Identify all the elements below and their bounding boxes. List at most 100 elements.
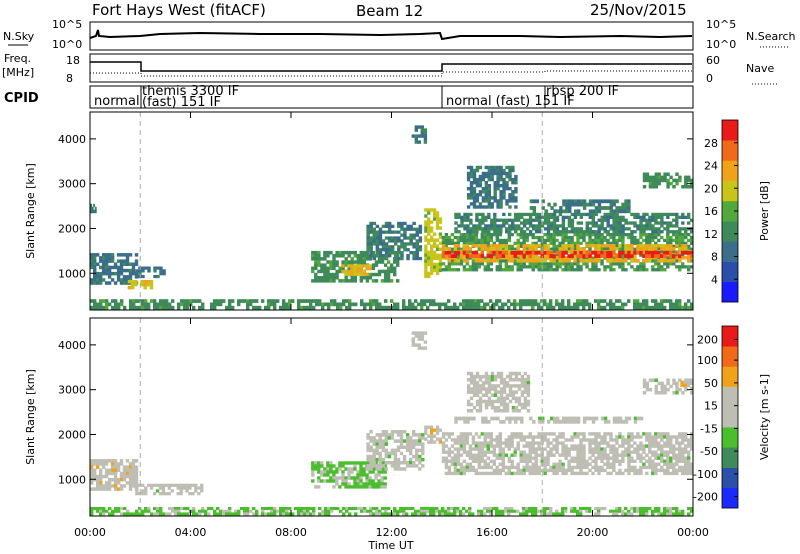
velocity-cell	[654, 438, 658, 442]
power-cell	[469, 168, 474, 173]
velocity-cell	[684, 444, 688, 448]
velocity-cell	[369, 457, 373, 462]
velocity-cell	[498, 456, 502, 460]
velocity-cell	[430, 437, 434, 441]
power-cell	[567, 265, 571, 269]
power-cell	[374, 279, 379, 283]
velocity-cell	[552, 453, 556, 457]
power-cell	[466, 218, 470, 222]
power-cell	[645, 244, 649, 248]
power-cell	[618, 244, 622, 248]
velocity-cell	[111, 509, 115, 513]
power-cell	[579, 215, 583, 219]
power-cell	[519, 265, 523, 269]
velocity-cell	[378, 457, 382, 462]
velocity-cell	[627, 447, 631, 451]
power-cell	[344, 272, 348, 276]
power-cell	[363, 302, 367, 307]
power-cell	[624, 244, 628, 248]
power-cell	[496, 168, 500, 173]
velocity-cell	[469, 416, 473, 421]
power-cell	[341, 269, 345, 274]
velocity-cell	[477, 435, 481, 439]
velocity-cell	[487, 384, 492, 388]
power-cell	[468, 235, 473, 240]
power-cell	[609, 233, 613, 237]
power-cell	[472, 171, 477, 176]
velocity-cell	[359, 470, 363, 474]
velocity-cell	[663, 391, 667, 395]
velocity-cell	[510, 471, 514, 476]
power-cell	[627, 202, 631, 207]
power-cell	[276, 299, 280, 303]
power-cell	[552, 215, 557, 219]
velocity-cell	[421, 457, 425, 462]
power-cell	[462, 256, 467, 260]
power-cell	[672, 233, 676, 237]
power-cell	[469, 190, 474, 194]
velocity-cell	[456, 450, 461, 454]
power-cell	[264, 305, 268, 310]
velocity-cell	[568, 416, 572, 421]
power-cell	[627, 233, 631, 237]
velocity-cell	[537, 435, 541, 439]
power-cell	[675, 218, 679, 222]
power-cell	[484, 205, 488, 209]
power-cell	[513, 259, 517, 263]
power-cell	[471, 254, 476, 258]
velocity-cell	[378, 442, 382, 446]
power-cell	[528, 230, 533, 234]
power-cell	[390, 248, 395, 252]
velocity-cell	[657, 391, 661, 395]
velocity-cell	[690, 462, 694, 466]
velocity-cell	[493, 374, 498, 379]
power-cell	[681, 233, 685, 237]
velocity-cell	[508, 374, 513, 379]
velocity-cell	[681, 453, 685, 457]
power-cell	[552, 259, 556, 263]
velocity-cell	[636, 468, 640, 473]
power-region	[366, 221, 423, 261]
power-cell	[609, 302, 613, 307]
power-cell	[525, 227, 530, 231]
velocity-cell	[489, 444, 493, 448]
velocity-cell	[128, 474, 133, 479]
velocity-cell	[523, 384, 528, 388]
velocity-cell	[320, 479, 324, 483]
velocity-cell	[396, 512, 400, 516]
power-cell	[567, 235, 571, 240]
power-cell	[565, 202, 569, 207]
power-cell	[504, 302, 508, 307]
power-cell	[612, 230, 616, 234]
power-cell	[504, 247, 508, 251]
power-cell	[531, 302, 535, 307]
power-cell	[504, 262, 508, 266]
power-cell	[537, 256, 541, 260]
power-cell	[96, 302, 100, 307]
power-cell	[529, 206, 534, 210]
velocity-cell	[543, 456, 547, 460]
power-cell	[353, 260, 357, 264]
power-cell	[400, 251, 404, 255]
power-cell	[543, 265, 547, 269]
power-cell	[597, 218, 601, 222]
velocity-cell	[549, 447, 553, 451]
power-cell	[681, 227, 685, 231]
velocity-cell	[627, 432, 631, 436]
power-cell	[396, 254, 400, 258]
power-cell	[609, 262, 613, 266]
velocity-cell	[267, 507, 271, 511]
velocity-cell	[507, 456, 511, 460]
velocity-cell	[591, 465, 595, 470]
power-cell	[612, 221, 616, 225]
power-cell	[493, 196, 497, 200]
power-cell	[522, 230, 527, 234]
power-cell	[514, 212, 518, 217]
power-cell	[216, 302, 220, 307]
velocity-cell	[579, 438, 583, 442]
power-cell	[564, 235, 568, 240]
velocity-cell	[347, 470, 351, 474]
velocity-cell	[537, 465, 541, 470]
power-cell	[122, 262, 127, 266]
velocity-cell	[135, 509, 139, 513]
